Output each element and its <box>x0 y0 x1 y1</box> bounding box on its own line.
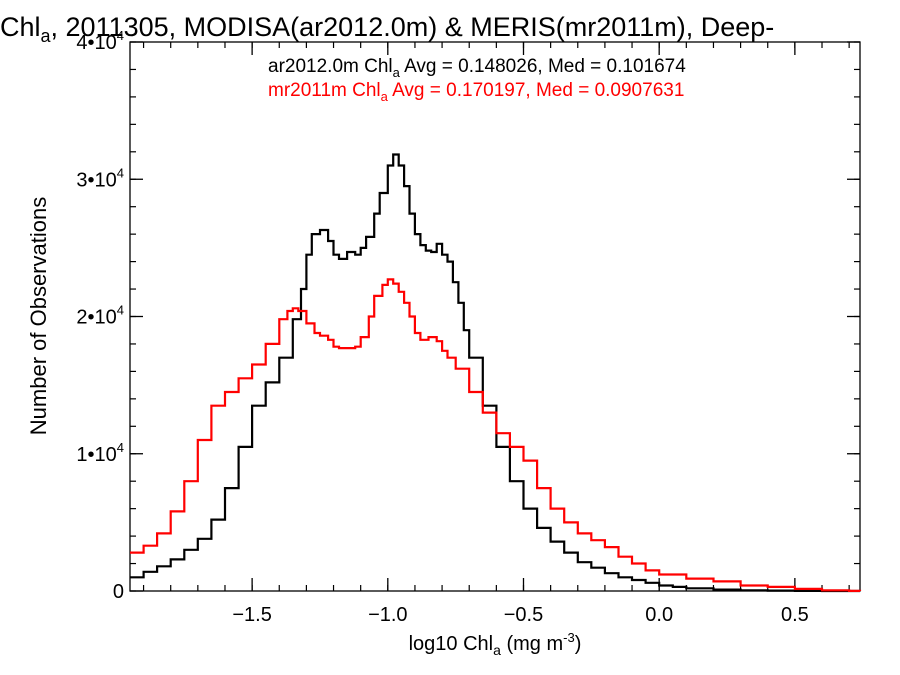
legend-red-sub: a <box>381 89 389 104</box>
y-axis-ticks: 0 1•104 2•104 3•104 4•104 <box>76 28 860 603</box>
x-tick-label: −1.5 <box>232 604 271 626</box>
xlabel-pre: log10 Chl <box>409 633 494 655</box>
series-line-ar2012-0m <box>130 153 860 593</box>
chart-title: Chla, 2011305, MODISA(ar2012.0m) & MERIS… <box>0 12 774 46</box>
x-axis-ticks: −1.5 −1.0 −0.5 0.0 0.5 <box>142 42 850 626</box>
legend-red-pre: mr2011m Chl <box>268 80 381 101</box>
xlabel-sub: a <box>493 642 501 658</box>
y-tick-label: 0 <box>113 581 124 603</box>
xlabel-post: ) <box>575 633 582 655</box>
series-line-mr2011m <box>130 278 862 592</box>
y-tick-label: 1•104 <box>76 440 124 466</box>
x-tick-label: 0.0 <box>645 604 673 626</box>
y-tick-label: 2•104 <box>76 303 124 329</box>
y-tick-label: 4•104 <box>76 28 124 54</box>
legend-red-post: Avg = 0.170197, Med = 0.0907631 <box>388 80 685 101</box>
x-axis-label: log10 Chla (mg m-3) <box>409 630 582 658</box>
legend-black-pre: ar2012.0m Chl <box>268 56 393 77</box>
series-layer <box>130 153 862 593</box>
xlabel-mid: (mg m <box>501 633 563 655</box>
x-tick-label: 0.5 <box>781 604 809 626</box>
x-tick-label: −0.5 <box>504 604 543 626</box>
chart-title-pre: Chl <box>0 12 41 42</box>
xlabel-sup: -3 <box>563 630 575 645</box>
y-tick-label: 3•104 <box>76 165 124 191</box>
x-tick-label: −1.0 <box>368 604 407 626</box>
legend-entry-black: ar2012.0m Chla Avg = 0.148026, Med = 0.1… <box>268 56 686 80</box>
chart-title-post: , 2011305, MODISA(ar2012.0m) & MERIS(mr2… <box>51 12 775 42</box>
legend-black-sub: a <box>393 65 401 80</box>
chart-title-sub: a <box>41 26 52 46</box>
legend-black-post: Avg = 0.148026, Med = 0.101674 <box>400 56 686 77</box>
plot-frame <box>129 41 861 592</box>
legend-entry-red: mr2011m Chla Avg = 0.170197, Med = 0.090… <box>268 80 684 104</box>
y-axis-label: Number of Observations <box>26 197 51 435</box>
